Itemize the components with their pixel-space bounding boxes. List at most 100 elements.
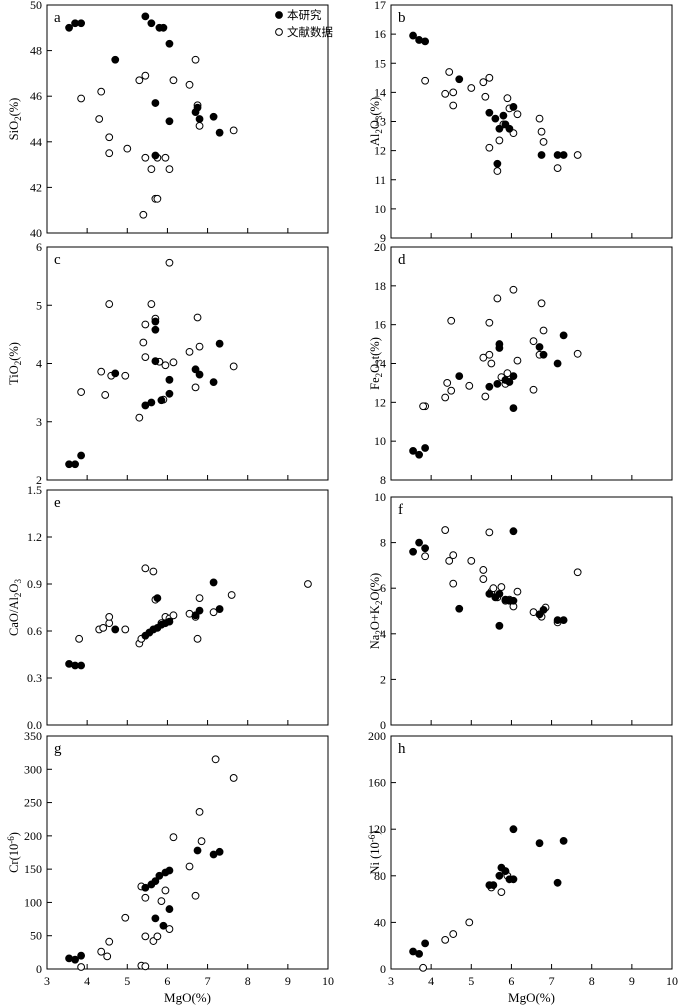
- data-point-this-study: [153, 594, 162, 602]
- data-point-literature: [191, 55, 200, 64]
- panel-f: 0 2 4 6 8 10 f Na2O+K2O(%): [368, 490, 673, 732]
- data-point-literature: [141, 353, 150, 361]
- data-point-this-study: [535, 839, 544, 848]
- panel-letter: b: [398, 10, 406, 26]
- data-point-this-study: [505, 378, 514, 386]
- data-point-literature: [227, 591, 236, 599]
- y-tick-label: 0.3: [27, 671, 42, 685]
- data-point-this-study: [165, 905, 174, 913]
- data-point-literature: [229, 126, 238, 135]
- data-point-literature: [509, 285, 518, 294]
- data-point-this-study: [165, 117, 174, 126]
- data-point-literature: [465, 918, 474, 927]
- x-tick-label: 3: [44, 974, 50, 988]
- data-point-literature: [467, 556, 476, 565]
- data-point-this-study: [415, 450, 424, 459]
- y-tick-label: 16: [374, 27, 386, 41]
- y-tick-label: 46: [30, 89, 42, 103]
- data-point-this-study: [141, 883, 150, 892]
- data-point-literature: [529, 385, 538, 394]
- data-point-this-study: [537, 151, 546, 159]
- data-point-this-study: [421, 544, 430, 553]
- data-point-this-study: [111, 55, 120, 64]
- y-tick-label: 18: [374, 279, 386, 293]
- data-point-literature: [197, 837, 206, 846]
- data-point-this-study: [493, 159, 502, 168]
- data-point-literature: [481, 392, 490, 401]
- data-point-this-study: [151, 99, 160, 107]
- data-point-literature: [169, 76, 178, 85]
- data-point-this-study: [559, 331, 568, 340]
- panel-letter: e: [54, 495, 61, 511]
- panel-e-frame: [46, 489, 329, 726]
- y-axis-label: Cr(10-6): [6, 832, 21, 873]
- data-point-literature: [99, 623, 108, 632]
- data-point-literature: [185, 347, 194, 356]
- data-point-this-study: [455, 372, 464, 381]
- x-axis-label: MgO(%): [508, 990, 555, 1005]
- data-point-this-study: [159, 23, 168, 32]
- data-point-this-study: [415, 949, 424, 958]
- data-point-literature: [479, 575, 488, 583]
- data-point-literature: [77, 94, 86, 103]
- y-tick-label: 5: [36, 298, 42, 312]
- x-tick-label: 5: [468, 974, 474, 988]
- legend-label: 本研究: [287, 8, 322, 22]
- data-point-literature: [157, 897, 166, 905]
- data-point-literature: [161, 361, 170, 370]
- data-point-literature: [229, 774, 238, 782]
- data-point-this-study: [415, 538, 424, 547]
- data-point-this-study: [165, 617, 174, 626]
- data-point-literature: [441, 526, 450, 534]
- y-tick-label: 0: [36, 962, 42, 976]
- x-tick-label: 4: [428, 974, 434, 988]
- y-tick-label: 250: [24, 796, 42, 810]
- panel-letter: c: [54, 252, 61, 268]
- data-point-this-study: [71, 460, 79, 469]
- data-point-literature: [419, 402, 428, 411]
- data-point-literature: [485, 73, 494, 82]
- data-point-literature: [77, 388, 86, 396]
- data-point-this-study: [509, 527, 518, 536]
- data-point-literature: [513, 356, 522, 365]
- x-tick-label: 4: [84, 974, 90, 988]
- data-point-this-study: [421, 37, 430, 46]
- x-tick-label: 6: [508, 974, 514, 988]
- data-point-this-study: [421, 444, 430, 452]
- y-tick-label: 14: [374, 85, 386, 99]
- data-point-literature: [123, 144, 132, 153]
- data-point-literature: [97, 367, 106, 376]
- panel-e: 0.0 0.3 0.6 0.9 1.2 1.5 e CaO/Al2O3: [7, 483, 329, 732]
- data-point-this-study: [509, 825, 518, 834]
- data-point-literature: [195, 342, 204, 351]
- data-point-literature: [449, 101, 458, 110]
- data-point-literature: [121, 913, 130, 922]
- data-point-literature: [193, 313, 202, 322]
- data-point-literature: [449, 88, 458, 97]
- data-point-this-study: [409, 446, 417, 455]
- data-point-this-study: [539, 605, 548, 614]
- y-tick-label: 10: [374, 202, 386, 216]
- panel-f-frame: [390, 496, 673, 726]
- data-point-literature: [169, 833, 178, 842]
- data-point-literature: [121, 371, 130, 380]
- y-axis-label: SiO2(%): [7, 98, 23, 141]
- data-point-this-study: [165, 866, 174, 875]
- data-point-literature: [141, 893, 150, 902]
- data-point-this-study: [535, 343, 544, 351]
- data-point-this-study: [155, 871, 164, 880]
- data-point-this-study: [165, 389, 174, 398]
- y-tick-label: 13: [374, 115, 386, 129]
- data-point-literature: [539, 326, 548, 335]
- data-point-literature: [95, 115, 104, 123]
- x-axis-label: MgO(%): [164, 990, 211, 1005]
- y-tick-label: 10: [374, 490, 386, 504]
- data-point-literature: [101, 391, 110, 399]
- data-point-this-study: [151, 151, 160, 160]
- data-point-literature: [149, 567, 158, 576]
- data-point-this-study: [553, 878, 562, 887]
- data-point-this-study: [159, 921, 168, 930]
- y-tick-label: 12: [374, 395, 386, 409]
- data-point-this-study: [209, 112, 218, 121]
- data-point-this-study: [77, 451, 86, 460]
